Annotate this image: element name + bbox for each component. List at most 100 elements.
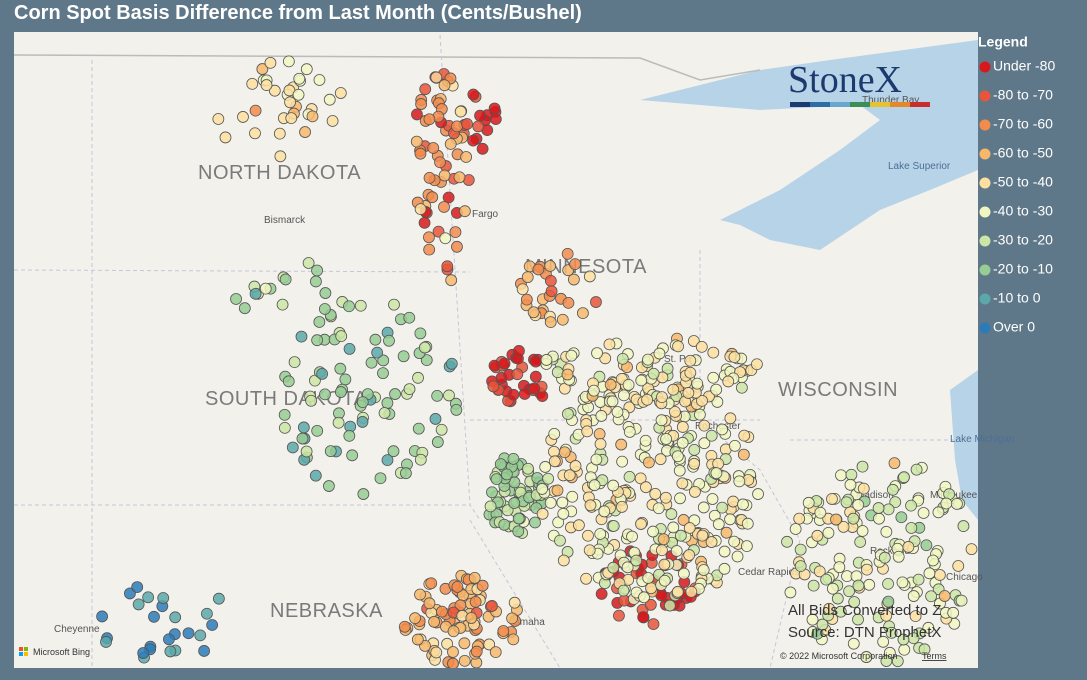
bid-point: [169, 611, 182, 624]
bid-point: [219, 131, 232, 144]
bid-point: [752, 488, 764, 500]
bid-point: [710, 383, 723, 396]
bid-point: [311, 264, 323, 277]
bid-point: [512, 512, 525, 525]
legend-label: -80 to -70: [993, 87, 1053, 103]
bid-point: [551, 484, 564, 497]
bid-point: [465, 612, 478, 624]
bid-point: [536, 483, 548, 495]
bid-point: [683, 549, 696, 561]
bid-point: [460, 151, 473, 163]
bid-point: [300, 63, 313, 76]
bid-point: [285, 112, 298, 124]
bid-point: [500, 468, 513, 481]
title: Corn Spot Basis Difference from Last Mon…: [14, 2, 582, 24]
bid-point: [645, 582, 657, 595]
bid-point: [847, 512, 860, 525]
bid-point: [438, 79, 451, 92]
bid-point: [318, 303, 331, 315]
bid-point: [293, 72, 306, 85]
bid-point: [710, 467, 723, 480]
bid-point: [311, 424, 324, 437]
bid-point: [403, 383, 416, 395]
bid-point: [507, 633, 520, 646]
bid-point: [794, 543, 807, 556]
bid-point: [698, 419, 711, 432]
bid-point: [789, 523, 802, 535]
bid-point: [423, 597, 436, 610]
bid-point: [429, 413, 442, 425]
bid-point: [616, 500, 628, 513]
terms-link[interactable]: Terms: [922, 651, 947, 661]
bid-point: [548, 455, 561, 468]
bid-point: [965, 543, 978, 556]
bid-point: [811, 529, 824, 542]
bid-point: [856, 460, 869, 473]
bid-point: [557, 554, 570, 567]
bid-point: [807, 579, 820, 592]
bid-point: [660, 433, 673, 445]
bid-point: [311, 334, 324, 347]
bid-point: [847, 637, 860, 650]
bid-point: [469, 595, 482, 608]
bid-point: [569, 460, 582, 472]
state-label: MINNESOTA: [525, 256, 647, 278]
bid-point: [451, 120, 463, 133]
bid-point: [663, 599, 676, 612]
bid-point: [657, 533, 670, 546]
legend-label: -70 to -60: [993, 116, 1053, 132]
bid-point: [674, 492, 686, 505]
bid-point: [403, 311, 416, 324]
bid-point: [137, 647, 150, 659]
bid-point: [607, 520, 620, 532]
bid-point: [695, 340, 708, 353]
place-label: Thunder Bay: [862, 95, 919, 106]
bid-point: [488, 102, 501, 115]
bid-point: [888, 457, 901, 470]
bid-point: [276, 298, 289, 311]
bid-point: [300, 445, 313, 458]
bid-point: [507, 452, 520, 465]
bid-point: [731, 550, 744, 563]
legend-label: -20 to -10: [993, 261, 1053, 277]
bid-point: [544, 496, 557, 509]
bid-point: [655, 414, 668, 427]
bid-point: [557, 507, 570, 520]
bid-point: [880, 655, 893, 667]
bid-point: [319, 287, 332, 299]
bid-point: [658, 574, 671, 587]
bid-point: [591, 347, 603, 359]
bid-point: [607, 561, 620, 574]
bid-point: [447, 625, 460, 638]
bid-point: [826, 493, 838, 505]
place-label: Madison: [856, 490, 894, 501]
bid-point: [377, 367, 389, 380]
bid-point: [532, 263, 545, 276]
bid-point: [707, 346, 720, 359]
legend-label: -60 to -50: [993, 145, 1053, 161]
bid-point: [357, 488, 370, 500]
bid-point: [590, 453, 603, 466]
bid-point: [848, 596, 861, 608]
bid-point: [898, 643, 911, 656]
bid-point: [684, 354, 697, 367]
bid-point: [268, 84, 281, 97]
bid-point: [412, 422, 425, 435]
bid-point: [212, 113, 225, 125]
place-label: Cedar Rapids: [738, 567, 799, 578]
bid-point: [282, 55, 295, 68]
bid-point: [100, 636, 112, 648]
legend-swatch: [979, 119, 991, 131]
bid-point: [820, 573, 833, 586]
bid-point: [584, 499, 597, 512]
bid-point: [472, 120, 485, 133]
bid-point: [486, 486, 498, 499]
bid-point: [540, 354, 553, 366]
bid-point: [381, 454, 394, 467]
bid-point: [458, 654, 471, 667]
bid-point: [334, 362, 347, 375]
bid-point: [676, 436, 689, 449]
bid-point: [326, 115, 339, 127]
bid-point: [595, 410, 608, 422]
bid-point: [647, 367, 660, 380]
